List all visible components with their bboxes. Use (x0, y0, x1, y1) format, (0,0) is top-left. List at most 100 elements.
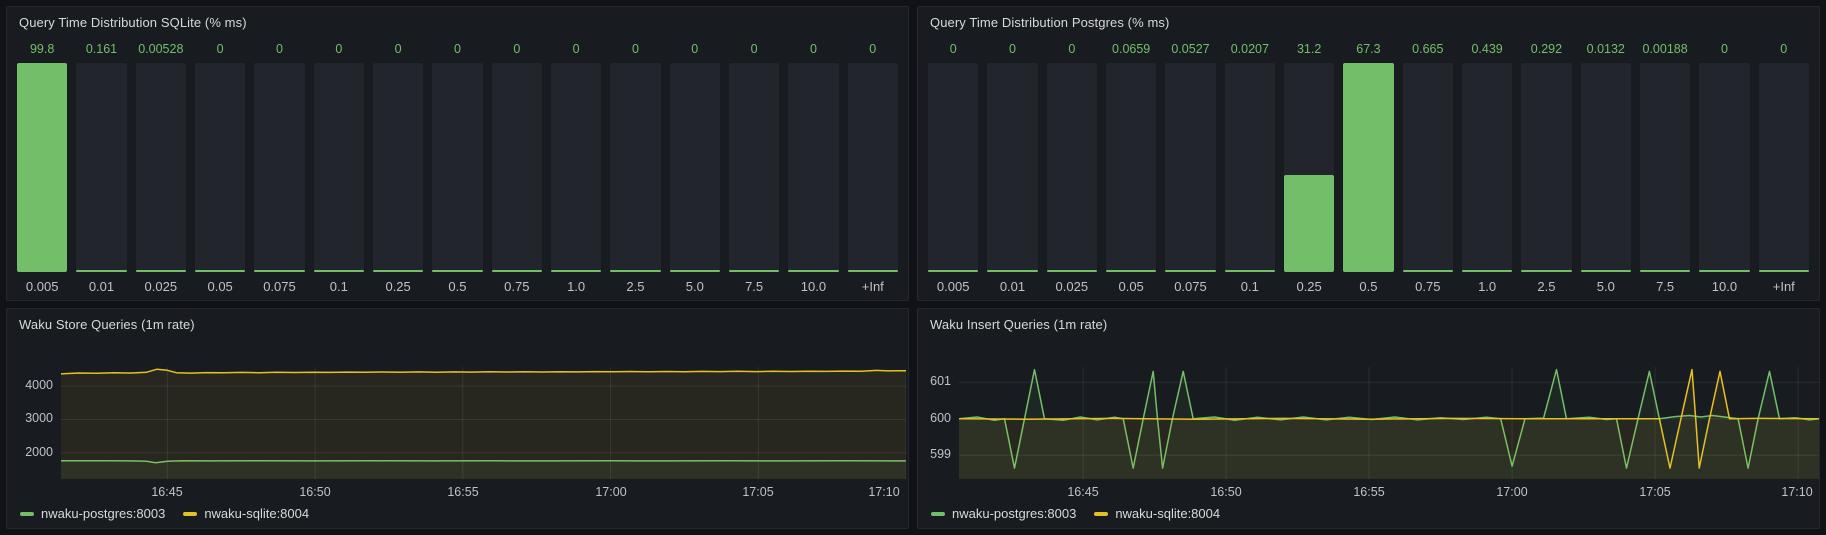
bar-track (372, 63, 424, 272)
histogram-column: 99.8 0.005 (17, 40, 68, 294)
histogram-sqlite[interactable]: 99.8 0.005 0.161 0.01 0.00528 0.025 0 0.05 0 0.07… (17, 40, 898, 294)
legend-item-nwaku-postgres-8003[interactable]: nwaku-postgres:8003 (931, 506, 1076, 521)
bar-value-label: 0 (949, 42, 957, 56)
bar-track (728, 63, 780, 272)
x-axis-tick-label: 17:05 (1639, 485, 1671, 499)
legend-item-nwaku-postgres-8003[interactable]: nwaku-postgres:8003 (20, 506, 165, 521)
bar-track (1521, 63, 1572, 272)
bar-value-label: 0 (394, 42, 402, 56)
bar-fill (669, 270, 720, 272)
bucket-label: +Inf (861, 279, 884, 294)
bar-fill (254, 270, 305, 272)
histogram-column: 0.439 1.0 (1461, 40, 1513, 294)
bar-track (1580, 63, 1631, 272)
bar-track (432, 63, 483, 272)
histogram-postgres[interactable]: 0 0.005 0 0.01 0 0.025 0.0659 0.05 0.0527 0.075 0.… (928, 40, 1809, 294)
bucket-label: 0.025 (144, 279, 178, 294)
x-axis-tick-label: 16:50 (1210, 485, 1242, 499)
bar-value-label: 0 (453, 42, 461, 56)
bar-value-label: 0 (750, 42, 758, 56)
legend: nwaku-postgres:8003 nwaku-sqlite:8004 (20, 506, 309, 521)
legend-label: nwaku-postgres:8003 (41, 506, 166, 521)
bucket-label: 5.0 (685, 279, 704, 294)
histogram-column: 67.3 0.5 (1343, 40, 1394, 294)
bar-value-label: 0 (691, 42, 699, 56)
timeseries-store-queries: 2000 3000 4000 16:45 16:50 16:55 17:00 17:05 17:… (7, 309, 908, 528)
y-axis-tick-label: 601 (930, 374, 951, 388)
histogram-column: 0 0.01 (987, 40, 1038, 294)
bucket-label: 0.05 (1118, 279, 1144, 294)
x-axis-tick-label: 16:50 (299, 485, 331, 499)
bar-track (788, 63, 839, 272)
plot-area[interactable] (61, 367, 906, 479)
bar-fill (1699, 270, 1750, 272)
panel-title[interactable]: Query Time Distribution SQLite (% ms) (19, 15, 247, 30)
x-axis-tick-label: 17:05 (742, 485, 774, 499)
bar-fill (610, 270, 661, 272)
panel-title[interactable]: Waku Store Queries (1m rate) (19, 317, 195, 332)
series-line-nwaku-sqlite-8004 (959, 368, 1819, 469)
bucket-label: 0.25 (385, 279, 411, 294)
bar-value-label: 0.0207 (1230, 42, 1269, 56)
bar-fill (1521, 270, 1572, 272)
bucket-label: 0.05 (207, 279, 233, 294)
bucket-label: 0.01 (88, 279, 115, 294)
bar-fill (1283, 175, 1335, 272)
bar-track (1105, 63, 1157, 272)
bar-value-label: 0 (513, 42, 521, 56)
histogram-column: 0.0659 0.05 (1105, 40, 1157, 294)
bar-fill (1580, 270, 1631, 272)
legend-swatch-yellow (183, 511, 198, 516)
bucket-label: 0.01 (999, 279, 1026, 294)
bucket-label: 0.75 (1415, 279, 1441, 294)
series-line-nwaku-postgres-8003 (61, 459, 906, 464)
bar-value-label: 0.161 (85, 42, 118, 56)
histogram-column: 0 0.05 (194, 40, 246, 294)
bar-track (847, 63, 898, 272)
y-axis-tick-label: 3000 (25, 411, 53, 425)
series-area-nwaku-sqlite-8004 (959, 369, 1819, 479)
bar-track (1402, 63, 1453, 272)
bucket-label: 0.5 (1359, 279, 1378, 294)
bar-track (610, 63, 661, 272)
timeseries-insert-queries: 599 600 601 16:45 16:50 16:55 17:00 17:05 17:10 (918, 309, 1819, 528)
bar-track (1461, 63, 1513, 272)
bucket-label: 1.0 (1478, 279, 1497, 294)
histogram-column: 0 7.5 (728, 40, 780, 294)
histogram-column: 0.161 0.01 (76, 40, 127, 294)
bar-track (313, 63, 364, 272)
bar-value-label: 0.439 (1471, 42, 1503, 56)
bar-value-label: 0.0659 (1112, 42, 1151, 56)
panel-title[interactable]: Query Time Distribution Postgres (% ms) (930, 15, 1170, 30)
bar-track (1699, 63, 1750, 272)
legend-item-nwaku-sqlite-8004[interactable]: nwaku-sqlite:8004 (183, 506, 309, 521)
bar-track (254, 63, 305, 272)
plot-area[interactable] (959, 367, 1819, 479)
legend: nwaku-postgres:8003 nwaku-sqlite:8004 (931, 506, 1220, 521)
series-area-nwaku-sqlite-8004 (61, 369, 906, 479)
histogram-column: 0.0207 0.1 (1224, 40, 1275, 294)
bar-value-label: 0 (809, 42, 817, 56)
x-axis-tick-label: 17:00 (595, 485, 627, 499)
bucket-label: 7.5 (1656, 279, 1675, 294)
y-axis-tick-label: 600 (930, 411, 951, 425)
bar-track (928, 63, 979, 272)
bar-track (76, 63, 127, 272)
series-area-nwaku-postgres-8003 (959, 369, 1819, 479)
histogram-column: 0 10.0 (788, 40, 839, 294)
bar-fill (76, 270, 127, 272)
bar-value-label: 0 (1780, 42, 1788, 56)
panel-query-time-distribution-sqlite: Query Time Distribution SQLite (% ms) 99… (6, 6, 909, 301)
bar-value-label: 0 (335, 42, 343, 56)
panel-query-time-distribution-postgres: Query Time Distribution Postgres (% ms) … (917, 6, 1820, 301)
legend-swatch-green (931, 511, 945, 516)
bar-track (194, 63, 246, 272)
bucket-label: 0.075 (263, 279, 296, 294)
legend-item-nwaku-sqlite-8004[interactable]: nwaku-sqlite:8004 (1094, 506, 1220, 521)
x-axis-tick-label: 16:45 (151, 485, 183, 499)
bucket-label: 5.0 (1596, 279, 1615, 294)
panel-title[interactable]: Waku Insert Queries (1m rate) (930, 317, 1108, 332)
histogram-column: 0.00528 0.025 (135, 40, 186, 294)
bucket-label: 10.0 (800, 279, 827, 294)
legend-label: nwaku-sqlite:8004 (204, 506, 310, 521)
